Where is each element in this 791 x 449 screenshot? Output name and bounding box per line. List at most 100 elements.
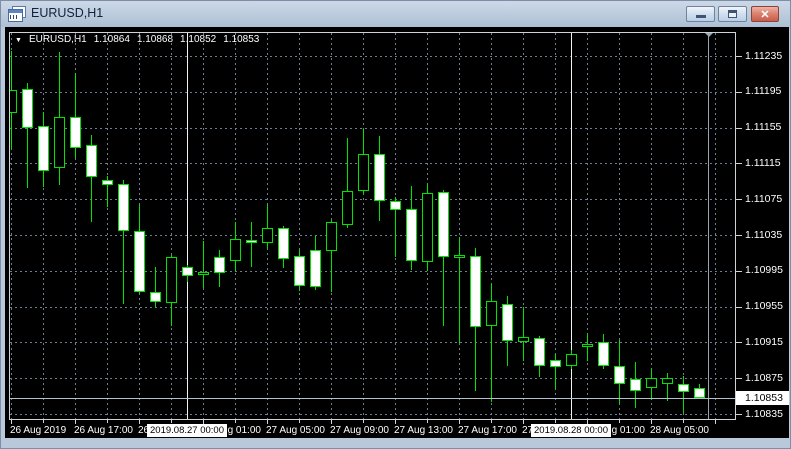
- candle-body: [230, 239, 241, 261]
- candle-body: [38, 125, 49, 171]
- day-separator-label: 2019.08.28 00:00: [531, 424, 611, 437]
- grid-line-vertical: [363, 33, 364, 419]
- chart-window-icon: [8, 6, 26, 22]
- price-tick: [736, 163, 742, 165]
- grid-line-horizontal: [10, 199, 735, 201]
- restore-icon: [728, 10, 737, 18]
- candle-body: [550, 360, 561, 367]
- time-tick: [715, 420, 716, 424]
- candle-body: [86, 144, 97, 177]
- candle-wick: [91, 134, 92, 223]
- grid-line-vertical: [619, 33, 620, 419]
- price-axis-label: 1.11155: [745, 121, 782, 134]
- grid-line-vertical: [299, 33, 300, 419]
- price-tick: [736, 91, 742, 93]
- candle-body: [502, 303, 513, 341]
- price-axis-label: 1.10915: [745, 335, 783, 348]
- time-axis-label: 28 Aug 05:00: [650, 425, 709, 436]
- candle-body: [422, 192, 433, 262]
- grid-line-horizontal: [10, 91, 735, 93]
- grid-line-horizontal: [10, 342, 735, 344]
- candle-body: [518, 337, 529, 343]
- candle-body: [166, 257, 177, 304]
- candle-wick: [155, 267, 156, 308]
- grid-line-vertical: [11, 33, 12, 419]
- grid-line-horizontal: [10, 127, 735, 129]
- candle-wick: [75, 73, 76, 159]
- grid-line-vertical: [203, 33, 204, 419]
- candle-wick: [251, 221, 252, 268]
- candle-body: [358, 154, 369, 192]
- window-border-left: [1, 27, 5, 438]
- grid-line-vertical: [171, 33, 172, 419]
- plot-frame: [9, 32, 736, 420]
- candle-wick: [459, 236, 460, 344]
- candle-body: [22, 89, 33, 128]
- minimize-button[interactable]: [686, 6, 715, 22]
- ohlc-open: 1.10864: [93, 34, 130, 45]
- candle-wick: [107, 175, 108, 208]
- candle-wick: [683, 376, 684, 414]
- ohlc-high: 1.10868: [136, 34, 174, 45]
- time-tick: [427, 420, 428, 423]
- candle-wick: [523, 307, 524, 362]
- candle-body: [118, 183, 129, 231]
- candle-body: [342, 191, 353, 226]
- grid-line-vertical: [491, 33, 492, 419]
- time-tick: [107, 420, 108, 423]
- price-tick: [736, 127, 742, 129]
- close-icon: ✕: [760, 9, 770, 21]
- candle-wick: [395, 197, 396, 258]
- time-tick: [459, 420, 460, 424]
- candle-body: [534, 337, 545, 366]
- time-tick: [395, 420, 396, 424]
- candle-body: [294, 256, 305, 286]
- grid-line-vertical: [523, 33, 524, 419]
- candle-wick: [123, 179, 124, 304]
- price-tick: [736, 270, 742, 272]
- chart-area: ▼ EURUSD,H1 1.10864 1.10868 1.10852 1.10…: [1, 27, 790, 438]
- grid-line-vertical: [587, 33, 588, 419]
- candle-body: [694, 388, 705, 398]
- grid-line-vertical: [459, 33, 460, 419]
- ohlc-symbol: EURUSD,H1: [28, 34, 87, 45]
- time-tick: [267, 420, 268, 424]
- grid-line-vertical: [651, 33, 652, 419]
- price-axis[interactable]: 1.11235 1.11195 1.11155 1.11115 1.11075 1.110…: [736, 33, 789, 420]
- candle-body: [310, 250, 321, 287]
- time-tick: [651, 420, 652, 424]
- time-tick: [11, 420, 12, 424]
- time-tick: [491, 420, 492, 423]
- candle-body: [582, 344, 593, 347]
- time-axis-label: 27 Aug 13:00: [394, 425, 453, 436]
- candle-wick: [347, 138, 348, 228]
- grid-line-horizontal: [10, 306, 735, 308]
- candlestick-plot[interactable]: ▼ EURUSD,H1 1.10864 1.10868 1.10852 1.10…: [10, 33, 735, 419]
- time-tick: [555, 420, 556, 423]
- price-tick: [736, 378, 742, 380]
- price-axis-label: 1.10955: [745, 300, 783, 313]
- time-axis-label: 26 Aug 17:00: [74, 425, 133, 436]
- title-bar[interactable]: EURUSD,H1 ✕: [1, 1, 790, 28]
- ohlc-header: ▼ EURUSD,H1 1.10864 1.10868 1.10852 1.10…: [15, 34, 259, 45]
- grid-line-vertical: [715, 33, 716, 419]
- candle-body: [134, 230, 145, 293]
- candle-body: [278, 227, 289, 260]
- price-axis-label: 1.11035: [745, 228, 783, 241]
- time-tick: [587, 420, 588, 424]
- close-button[interactable]: ✕: [751, 6, 779, 22]
- candle-body: [214, 257, 225, 273]
- grid-line-horizontal: [10, 414, 735, 415]
- time-tick: [331, 420, 332, 424]
- candle-body: [150, 292, 161, 303]
- restore-button[interactable]: [718, 6, 747, 22]
- price-tick: [736, 342, 742, 344]
- chart-shift-line: [708, 33, 709, 419]
- current-price-box: 1.10853: [736, 390, 789, 405]
- chart-shift-marker-icon: [705, 33, 713, 37]
- grid-line-vertical: [683, 33, 684, 419]
- grid-line-vertical: [75, 33, 76, 419]
- current-price-line: [10, 397, 735, 399]
